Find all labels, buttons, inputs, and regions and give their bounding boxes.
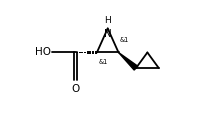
Text: N: N	[103, 29, 111, 39]
Text: &1: &1	[98, 59, 107, 64]
Text: &1: &1	[119, 38, 128, 43]
Polygon shape	[118, 53, 137, 70]
Text: HO: HO	[34, 47, 50, 57]
Text: H: H	[104, 16, 111, 25]
Text: O: O	[71, 84, 80, 94]
